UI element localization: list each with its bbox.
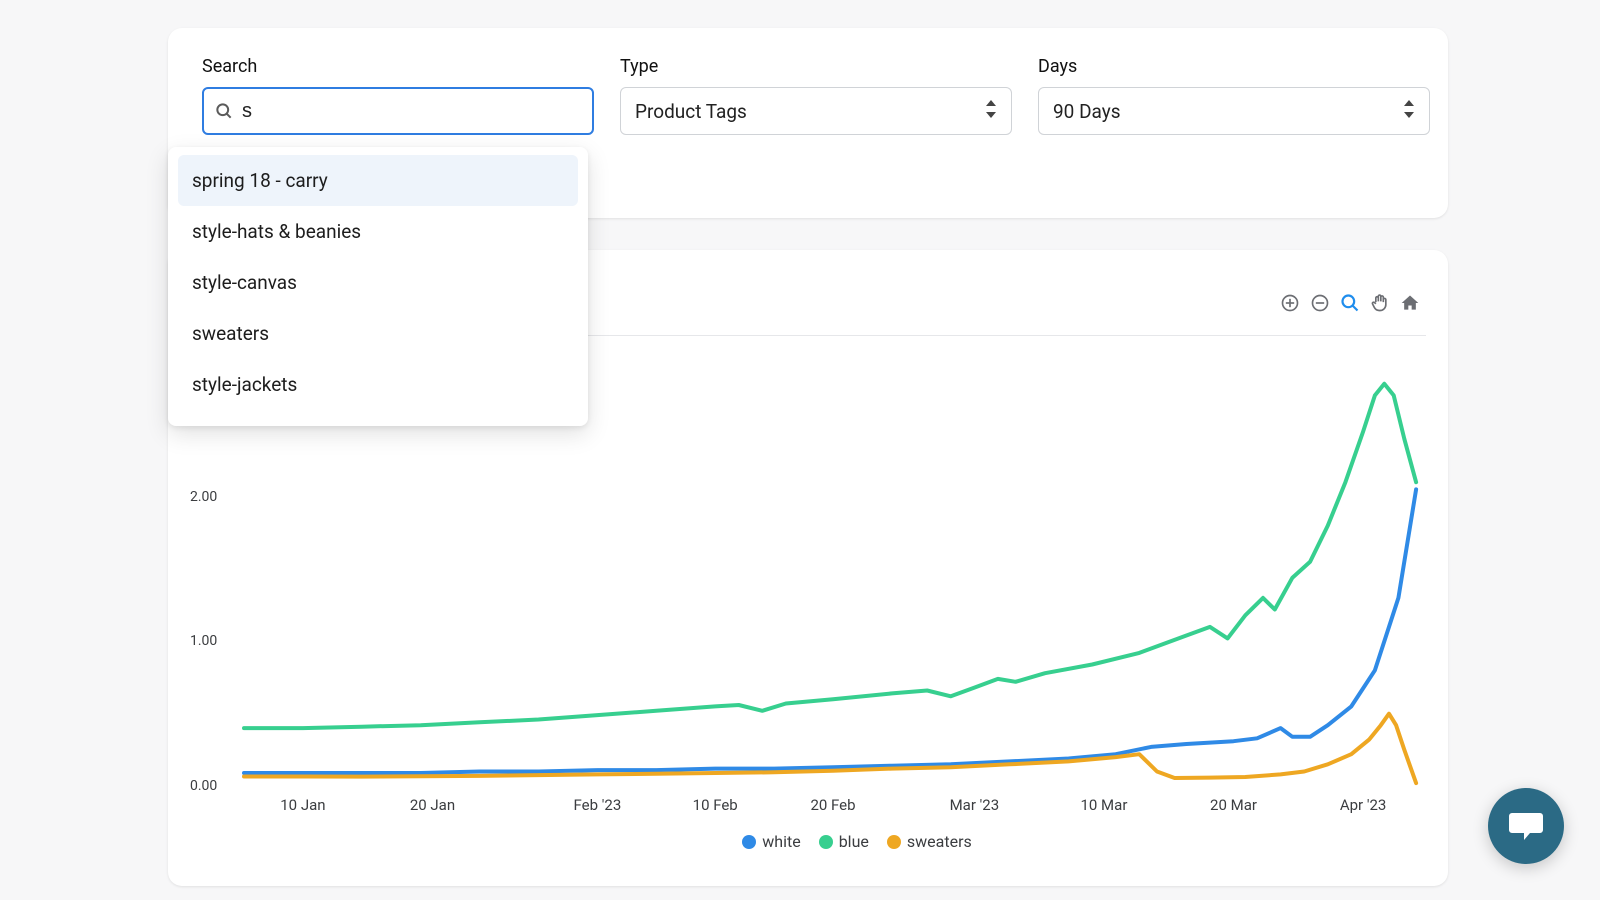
suggestion-item[interactable]: sweaters [178,308,578,359]
legend-label: blue [839,832,869,851]
x-tick-label: Feb '23 [574,796,622,814]
legend-swatch [887,835,901,849]
zoom-out-icon[interactable] [1310,293,1330,313]
days-label: Days [1038,56,1430,77]
zoom-in-icon[interactable] [1280,293,1300,313]
x-tick-label: Mar '23 [950,796,1000,814]
legend-swatch [819,835,833,849]
chevron-updown-icon [1403,100,1415,122]
x-tick-label: 20 Jan [410,796,455,814]
chat-icon [1508,810,1544,842]
days-select[interactable]: 90 Days [1038,87,1430,135]
y-tick-label: 1.00 [190,633,217,649]
suggestion-item[interactable]: style-jackets [178,359,578,410]
pan-icon[interactable] [1370,293,1390,313]
chat-fab[interactable] [1488,788,1564,864]
search-suggestions: spring 18 - carrystyle-hats & beaniessty… [168,147,588,426]
days-select-value: 90 Days [1053,100,1121,123]
search-label: Search [202,56,594,77]
suggestion-item[interactable]: style-canvas [178,257,578,308]
x-tick-label: 20 Mar [1210,796,1257,814]
legend-label: sweaters [907,832,972,851]
legend-label: white [762,832,800,851]
x-tick-label: 20 Feb [810,796,855,814]
type-label: Type [620,56,1012,77]
type-select[interactable]: Product Tags [620,87,1012,135]
x-tick-label: 10 Jan [280,796,325,814]
series-blue [244,384,1416,728]
home-icon[interactable] [1400,293,1420,313]
x-tick-label: 10 Mar [1080,796,1127,814]
chevron-updown-icon [985,100,997,122]
suggestion-item[interactable]: style-hats & beanies [178,206,578,257]
search-input-wrapper[interactable] [202,87,594,135]
legend-swatch [742,835,756,849]
search-input[interactable] [242,100,582,123]
suggestion-item[interactable]: spring 18 - carry [178,155,578,206]
zoom-select-icon[interactable] [1340,293,1360,313]
type-select-value: Product Tags [635,100,747,123]
y-tick-label: 0.00 [190,778,217,794]
search-icon [214,101,234,121]
x-tick-label: 10 Feb [693,796,738,814]
series-white [244,489,1416,773]
y-tick-label: 2.00 [190,489,217,505]
x-tick-label: Apr '23 [1340,796,1387,814]
chart-legend: white blue sweaters [230,832,1466,851]
